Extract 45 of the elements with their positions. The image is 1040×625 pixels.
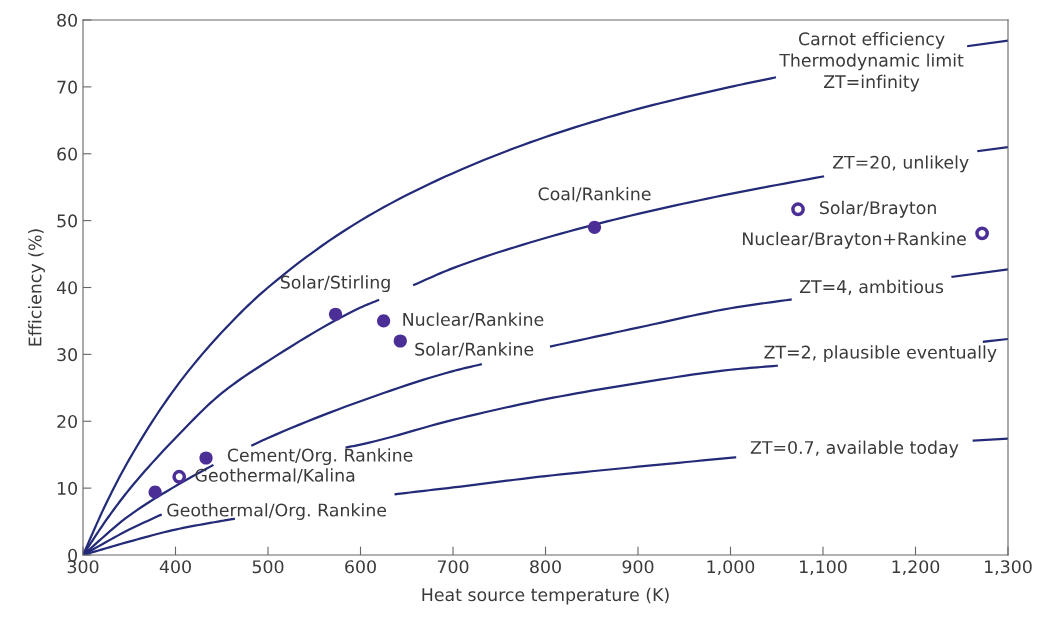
y-tick-label: 10 [57,481,77,495]
x-tick-label: 400 [159,560,191,574]
point [975,226,989,241]
annotation: Geothermal/Kalina [195,468,355,484]
x-tick-label: 1,000 [707,560,755,576]
annotation: Coal/Rankine [538,186,651,202]
annotation: Solar/Rankine [415,342,534,358]
point [377,314,391,328]
x-tick-label: 900 [622,560,654,574]
point [328,307,343,321]
x-tick-label: 1,300 [985,560,1032,576]
x-tick-label: 1,200 [892,560,940,576]
y-axis-title: Efficiency (%) [28,229,45,346]
annotation: Nuclear/Brayton+Rankine [743,231,966,249]
y-tick-label: 80 [57,13,77,27]
y-tick-label: 20 [57,414,77,429]
series-label: ZT=20, unlikely [832,155,969,173]
annotation: Solar/Brayton [820,200,936,218]
annotation: Geothermal/Org. Rankine [167,503,387,520]
point [587,220,602,234]
series-label: ZT=0.7, available today [750,440,959,458]
x-tick-label: 300 [67,560,99,574]
series-label: ZT=2, plausible eventually [764,345,997,363]
series-label: Carnot efficiency Thermodynamic limit ZT=infinity [779,31,964,92]
annotation: Nuclear/Rankine [403,312,544,328]
point [172,469,187,484]
x-tick-label: 600 [345,560,376,574]
x-tick-label: 500 [252,560,284,574]
y-tick-label: 70 [57,80,77,94]
annotation: Cement/Org. Rankine [227,448,413,466]
y-tick-label: 30 [57,348,77,362]
point [393,334,407,348]
point [148,485,162,499]
y-tick-label: 50 [57,214,77,228]
annotation: Solar/Stirling [280,275,390,293]
x-axis-title: Heat source temperature (K) [422,587,669,605]
x-tick-label: 800 [530,560,561,574]
point [199,451,213,465]
y-tick-label: 40 [56,281,77,295]
y-tick-label: 60 [57,147,77,161]
point [791,202,805,217]
x-tick-label: 700 [437,560,469,574]
series-label: ZT=4, ambitious [799,279,944,295]
x-tick-label: 1,100 [800,560,847,576]
y-tick-label: 0 [68,548,77,562]
